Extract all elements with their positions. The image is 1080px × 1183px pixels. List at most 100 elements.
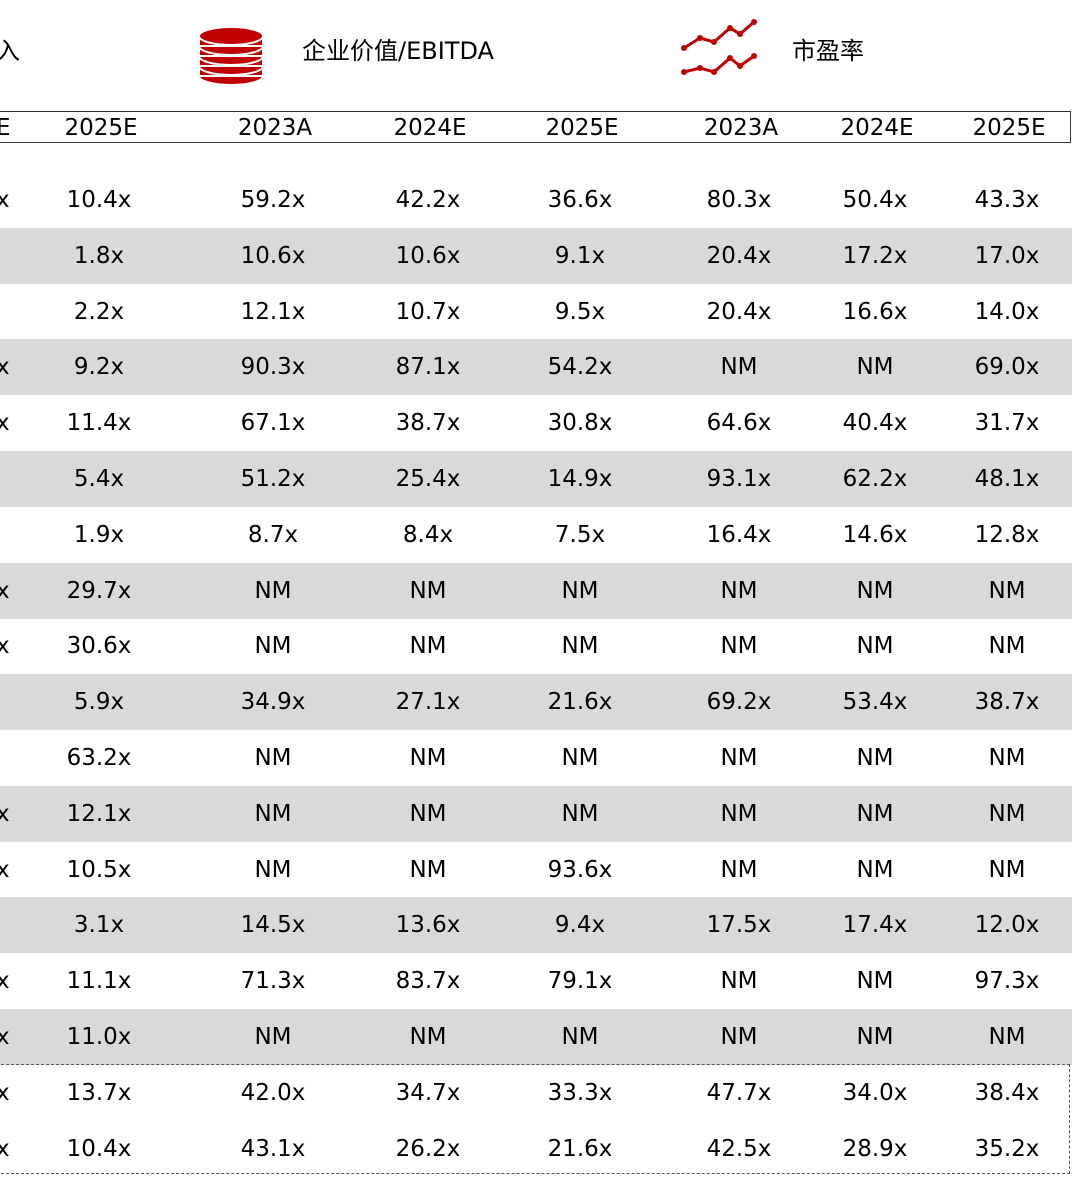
table-cell-col4: 30.8x [547, 410, 613, 437]
table-cell-col2: 14.5x [240, 912, 306, 939]
table-cell-col7: NM [988, 1024, 1026, 1050]
header-col6: 2024E [840, 115, 914, 141]
table-cell-col3: 34.7x [395, 1079, 461, 1106]
table-cell-col4: 9.5x [554, 298, 606, 325]
table-cell-col1: 5.9x [73, 689, 125, 716]
table-cell-col2: 43.1x [240, 1135, 306, 1162]
table-cell-col0: x [0, 410, 10, 437]
table-cell-col4: 54.2x [547, 354, 613, 381]
table-cell-col7: 48.1x [974, 466, 1040, 492]
table-cell-col3: NM [409, 856, 447, 883]
table-cell-col6: NM [856, 1024, 894, 1050]
table-cell-col1: 9.2x [73, 354, 125, 381]
table-cell-col1: 12.1x [66, 800, 132, 827]
table-cell-col3: NM [409, 577, 447, 604]
table-cell-col3: NM [409, 1024, 447, 1050]
table-cell-col7: 43.3x [974, 187, 1040, 213]
table-cell-col5: NM [720, 354, 758, 381]
header-col5: 2023A [703, 115, 779, 141]
table-cell-col5: 64.6x [706, 410, 772, 437]
legend-label-revenue: 入 [0, 37, 20, 65]
table-cell-col6: 34.0x [842, 1079, 908, 1106]
table-cell-col6: 14.6x [842, 521, 908, 548]
line-trend-icon [681, 19, 757, 75]
table-row [0, 172, 1072, 228]
table-cell-col4: 93.6x [547, 856, 613, 883]
table-cell-col0: x [0, 1079, 10, 1106]
table-cell-col1: 13.7x [66, 1079, 132, 1106]
table-row [0, 785, 1072, 842]
table-cell-col2: NM [254, 577, 292, 604]
table-cell-col4: 79.1x [547, 968, 613, 995]
table-cell-col5: NM [720, 1024, 758, 1050]
table-cell-col7: 17.0x [974, 242, 1040, 269]
table-cell-col5: 20.4x [706, 298, 772, 325]
table-cell-col0: x [0, 633, 10, 660]
table-cell-col5: NM [720, 745, 758, 771]
table-cell-col1: 10.4x [66, 1135, 132, 1162]
table-cell-col6: NM [856, 577, 894, 604]
table-cell-col2: 42.0x [240, 1079, 306, 1106]
table-cell-col1: 11.1x [66, 968, 132, 995]
table-cell-col1: 1.8x [73, 242, 125, 269]
table-cell-col7: NM [988, 800, 1026, 827]
table-cell-col1: 29.7x [66, 577, 132, 604]
table-cell-col0: x [0, 856, 10, 883]
table-cell-col2: NM [254, 1024, 292, 1050]
table-cell-col1: 11.4x [66, 410, 132, 437]
table-cell-col4: 36.6x [547, 187, 613, 213]
table-cell-col5: NM [720, 633, 758, 660]
table-cell-col7: 69.0x [974, 354, 1040, 381]
table-cell-col2: 34.9x [240, 689, 306, 716]
table-cell-col1: 10.5x [66, 856, 132, 883]
table-cell-col5: NM [720, 856, 758, 883]
table-cell-col7: 31.7x [974, 410, 1040, 437]
table-row [0, 1009, 1072, 1065]
table-cell-col6: 62.2x [842, 466, 908, 492]
table-cell-col0: x [0, 968, 10, 995]
table-cell-col5: NM [720, 968, 758, 995]
table-cell-col2: NM [254, 745, 292, 771]
table-cell-col6: 53.4x [842, 689, 908, 716]
table-cell-col3: 83.7x [395, 968, 461, 995]
table-row [0, 451, 1072, 507]
table-cell-col7: NM [988, 745, 1026, 771]
table-cell-col7: 14.0x [974, 298, 1040, 325]
table-row [0, 284, 1072, 340]
table-cell-col5: 42.5x [706, 1135, 772, 1162]
table-cell-col7: NM [988, 633, 1026, 660]
table-cell-col2: 71.3x [240, 968, 306, 995]
table-cell-col3: 13.6x [395, 912, 461, 939]
table-cell-col4: 33.3x [547, 1079, 613, 1106]
table-cell-col6: NM [856, 633, 894, 660]
table-cell-col7: 35.2x [974, 1135, 1040, 1162]
header-col0: E [0, 115, 11, 141]
legend-label-pe: 市盈率 [792, 37, 864, 65]
table-cell-col1: 30.6x [66, 633, 132, 660]
legend: 入 企业价值/EBITDA [0, 0, 1080, 105]
table-cell-col1: 5.4x [73, 466, 125, 492]
table-cell-col4: NM [561, 800, 599, 827]
table-cell-col1: 2.2x [73, 298, 125, 325]
table-cell-col6: NM [856, 745, 894, 771]
table-cell-col4: NM [561, 577, 599, 604]
table-cell-col2: 90.3x [240, 354, 306, 381]
table-cell-col0: x [0, 1024, 10, 1050]
table-cell-col2: NM [254, 856, 292, 883]
table-cell-col0: x [0, 354, 10, 381]
table-cell-col6: NM [856, 968, 894, 995]
table-cell-col3: 8.4x [402, 521, 454, 548]
table-cell-col7: NM [988, 577, 1026, 604]
table-cell-col7: 12.0x [974, 912, 1040, 939]
header-col4: 2025E [545, 115, 619, 141]
table-cell-col4: 21.6x [547, 1135, 613, 1162]
table-cell-col5: 93.1x [706, 466, 772, 492]
table-cell-col4: 9.4x [554, 912, 606, 939]
table-cell-col3: 10.7x [395, 298, 461, 325]
table-cell-col3: 42.2x [395, 187, 461, 213]
table-cell-col0: x [0, 187, 10, 213]
table-cell-col3: NM [409, 800, 447, 827]
table-cell-col7: NM [988, 856, 1026, 883]
table-cell-col5: 16.4x [706, 521, 772, 548]
table-row [0, 674, 1072, 731]
